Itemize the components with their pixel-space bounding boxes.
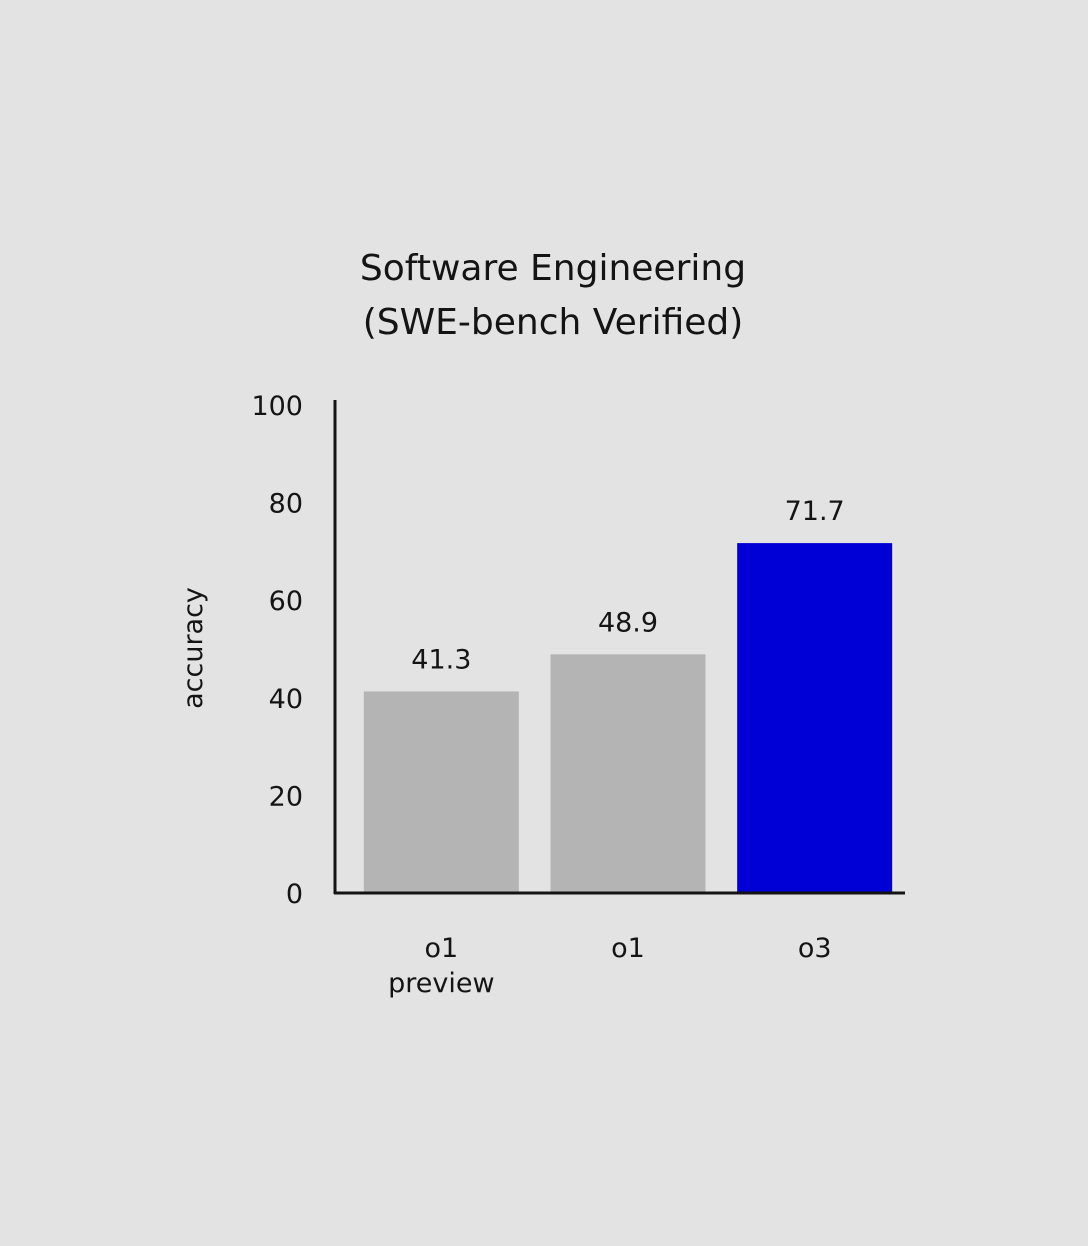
bar-value-label: 71.7: [785, 496, 845, 527]
bars-layer: 41.3 48.9 71.7: [363, 496, 893, 893]
y-tick-label: 0: [286, 879, 303, 910]
bar: [363, 691, 519, 893]
x-tick-label: o3: [798, 933, 832, 964]
bar-value-label: 41.3: [411, 644, 471, 675]
y-tick-label: 60: [269, 586, 303, 617]
y-tick-label: 20: [269, 781, 303, 812]
x-tick-label: preview: [388, 968, 494, 999]
y-tick-label: 80: [269, 489, 303, 520]
axes-layer: 0 20 40 60 80 100 o1 preview o1 o3: [251, 391, 905, 999]
x-tick-label: o1: [424, 933, 458, 964]
chart-title-line-1: Software Engineering: [360, 248, 746, 289]
y-axis-label: accuracy: [178, 587, 209, 709]
bar: [737, 543, 893, 893]
bar-value-label: 48.9: [598, 607, 658, 638]
y-tick-label: 40: [269, 684, 303, 715]
y-tick-label: 100: [251, 391, 303, 422]
x-tick-label: o1: [611, 933, 645, 964]
chart-title-line-2: (SWE-bench Verified): [363, 302, 744, 343]
bar: [550, 654, 706, 893]
